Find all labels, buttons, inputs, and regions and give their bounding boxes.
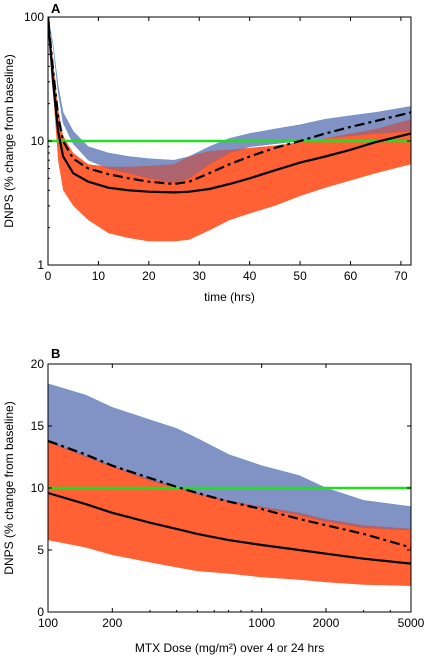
y-axis-label: DNPS (% change from baseline) (2, 401, 16, 574)
x-axis-label: MTX Dose (mg/m²) over 4 or 24 hrs (135, 641, 324, 655)
y-tick-label: 1 (37, 258, 44, 272)
panel-letter: B (51, 346, 60, 361)
dashdot-line (48, 439, 411, 549)
x-axis-label: time (hrs) (204, 290, 255, 304)
x-tick-label: 5000 (398, 616, 425, 630)
solid-line (48, 17, 411, 194)
solid-line (48, 491, 411, 565)
x-tick-label: 40 (243, 269, 257, 283)
band-red (48, 440, 411, 586)
band-overlap (48, 17, 411, 183)
band-red (48, 17, 411, 242)
panel-a: 0 10 20 30 40 50 60 70 1 10 100 time (hrs) DNPS (% c… (2, 1, 412, 304)
plot-area (48, 17, 411, 242)
y-axis-label: DNPS (% change from baseline) (2, 54, 16, 227)
x-tick-label: 50 (293, 269, 307, 283)
x-tick-label: 100 (38, 616, 58, 630)
x-tick-label: 20 (142, 269, 156, 283)
x-tick-label: 1000 (248, 616, 275, 630)
y-tick-label: 10 (31, 481, 45, 495)
x-tick-label: 0 (45, 269, 52, 283)
x-tick-label: 200 (102, 616, 122, 630)
y-tick-label: 15 (31, 419, 45, 433)
x-tick-label: 30 (193, 269, 207, 283)
x-tick-label: 60 (344, 269, 358, 283)
x-tick-label: 10 (92, 269, 106, 283)
plot-area (48, 383, 411, 586)
panel-letter: A (51, 1, 61, 16)
y-tick-label: 20 (31, 357, 45, 371)
y-tick-label: 5 (37, 543, 44, 557)
dashdot-line (48, 17, 411, 186)
panel-b: 100 200 1000 2000 5000 0 5 10 15 20 MTX Dose (mg/m… (2, 346, 425, 655)
band-overlap (48, 383, 411, 531)
y-tick-label: 10 (31, 134, 45, 148)
y-tick-label: 100 (24, 10, 44, 24)
y-tick-label: 0 (37, 605, 44, 619)
x-tick-label: 2000 (313, 616, 340, 630)
x-tick-label: 70 (394, 269, 408, 283)
